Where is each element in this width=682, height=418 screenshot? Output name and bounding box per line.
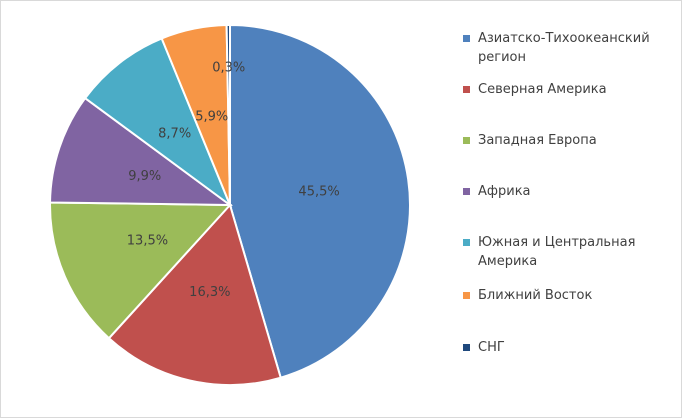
legend-swatch xyxy=(463,188,470,195)
data-label: 16,3% xyxy=(189,285,230,300)
legend-swatch xyxy=(463,344,470,351)
data-label: 13,5% xyxy=(127,233,168,248)
legend-item: Африка xyxy=(463,182,673,201)
data-label: 5,9% xyxy=(195,109,228,124)
legend-swatch xyxy=(463,137,470,144)
legend-item: Западная Европа xyxy=(463,131,673,150)
legend-label: Азиатско-Тихоокеанский регион xyxy=(478,31,650,65)
legend-swatch xyxy=(463,239,470,246)
legend-label: Ближний Восток xyxy=(478,288,593,303)
legend-item: Ближний Восток xyxy=(463,286,673,305)
data-label: 9,9% xyxy=(128,169,161,184)
pie-slice xyxy=(225,23,231,206)
data-label: 8,7% xyxy=(158,127,191,142)
pie-slice xyxy=(49,96,234,207)
legend-item: Северная Америка xyxy=(463,80,673,99)
pie-slice xyxy=(229,23,411,379)
pie-slice xyxy=(83,37,233,208)
legend-label: Южная и Центральная Америка xyxy=(478,235,636,269)
data-label: 45,5% xyxy=(298,185,339,200)
legend-label: СНГ xyxy=(478,340,505,355)
legend-swatch xyxy=(463,35,470,42)
legend-swatch xyxy=(463,292,470,299)
legend-item: Азиатско-Тихоокеанский регион xyxy=(463,29,673,67)
legend-label: Северная Америка xyxy=(478,82,607,97)
pie-slice xyxy=(49,201,233,340)
data-label: 0,3% xyxy=(212,61,245,76)
legend-item: Южная и Центральная Америка xyxy=(463,233,673,271)
pie-area: 45,5% 16,3% 13,5% 9,9% 8,7% 5,9% 0,3% xyxy=(49,23,411,386)
pie-slice xyxy=(107,203,282,386)
legend-item: СНГ xyxy=(463,338,673,357)
legend-label: Африка xyxy=(478,184,531,199)
legend-label: Западная Европа xyxy=(478,133,597,148)
legend-swatch xyxy=(463,86,470,93)
